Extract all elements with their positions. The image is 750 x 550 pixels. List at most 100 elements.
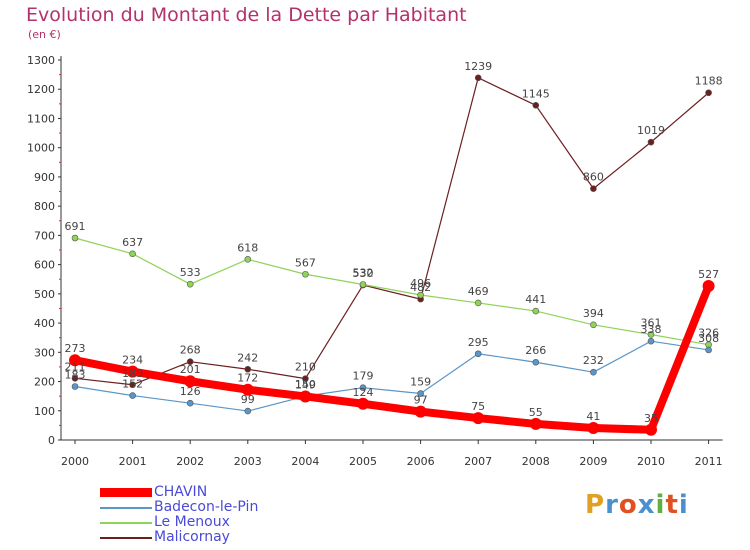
data-point (532, 307, 540, 315)
data-point (359, 281, 367, 288)
data-point (186, 358, 194, 365)
data-label: 124 (353, 386, 374, 399)
legend-swatch-chavin (100, 488, 152, 497)
data-point (417, 390, 424, 397)
data-point (529, 417, 542, 430)
data-point (71, 375, 79, 382)
y-tick-label: 1200 (27, 83, 55, 96)
data-label: 268 (180, 344, 201, 357)
data-point (359, 384, 367, 391)
data-label: 126 (180, 385, 201, 398)
data-point (417, 291, 424, 299)
data-point (474, 350, 482, 358)
data-label: 482 (410, 281, 431, 294)
data-label: 1145 (522, 87, 550, 100)
legend-swatch-menoux (100, 521, 152, 524)
data-label: 189 (122, 367, 143, 380)
y-tick-label: 200 (34, 376, 55, 389)
data-point (587, 422, 600, 435)
y-tick-label: 900 (34, 171, 55, 184)
proxiti-logo: Proxiti (585, 490, 689, 520)
data-point (357, 397, 369, 410)
data-label: 1019 (637, 124, 665, 137)
y-tick-label: 0 (48, 434, 55, 447)
x-tick-label: 2006 (407, 455, 435, 468)
chart-title: Evolution du Montant de la Dette par Hab… (26, 4, 467, 26)
data-label: 99 (241, 393, 255, 406)
data-point (590, 368, 597, 376)
y-tick-label: 1100 (27, 112, 55, 125)
data-point (129, 381, 136, 389)
data-point (472, 412, 485, 425)
data-point (590, 185, 597, 192)
data-point (244, 256, 252, 263)
data-point (241, 383, 254, 396)
x-tick-label: 2007 (464, 455, 492, 468)
x-tick-label: 2010 (637, 455, 665, 468)
data-label: 211 (65, 360, 86, 373)
data-point (414, 405, 427, 418)
data-label: 242 (237, 351, 258, 364)
legend-swatch-badecon (100, 506, 152, 509)
legend-label-chavin: CHAVIN (154, 484, 208, 500)
data-point (647, 331, 655, 338)
data-label: 295 (468, 336, 489, 349)
x-tick-label: 2008 (522, 455, 550, 468)
data-label: 527 (698, 268, 719, 281)
data-point (705, 89, 712, 97)
data-label: 637 (122, 236, 143, 249)
data-label: 266 (525, 344, 546, 357)
y-tick-label: 500 (34, 288, 55, 301)
x-tick-label: 2011 (695, 455, 723, 468)
y-tick-label: 400 (34, 317, 55, 330)
data-label: 860 (583, 171, 604, 184)
data-point (532, 102, 540, 109)
x-tick-label: 2002 (176, 455, 204, 468)
series-line-badecon-le-pin (74, 340, 710, 412)
data-point (647, 138, 655, 146)
data-label: 691 (65, 220, 86, 233)
data-label: 273 (65, 342, 86, 355)
y-tick-label: 700 (34, 229, 55, 242)
data-label: 183 (65, 369, 86, 382)
data-label: 496 (410, 277, 431, 290)
data-point (302, 375, 309, 382)
legend-item-menoux: Le Menoux (100, 515, 258, 530)
data-label: 55 (529, 406, 543, 419)
data-label: 149 (295, 378, 316, 391)
legend-label-badecon: Badecon-le-Pin (154, 499, 259, 515)
data-point (186, 280, 194, 288)
data-label: 210 (295, 361, 316, 374)
data-label: 152 (122, 378, 143, 391)
data-label: 97 (414, 394, 428, 407)
data-point (645, 423, 657, 436)
legend-label-malicornay: Malicornay (154, 529, 230, 545)
y-tick-label: 800 (34, 200, 55, 213)
data-point (474, 299, 482, 307)
data-label: 75 (471, 400, 485, 413)
data-label: 150 (295, 378, 316, 391)
x-tick-label: 2000 (61, 455, 89, 468)
legend-item-chavin: CHAVIN (100, 485, 258, 500)
data-point (705, 346, 712, 354)
data-label: 618 (237, 241, 258, 254)
y-tick-label: 1000 (27, 142, 55, 155)
data-point (69, 354, 81, 367)
data-point (532, 358, 540, 366)
data-label: 159 (410, 376, 431, 389)
data-label: 201 (180, 363, 201, 376)
data-point (244, 407, 252, 415)
data-point (71, 383, 79, 390)
data-label: 1188 (695, 75, 723, 88)
data-point (186, 399, 194, 407)
data-label: 441 (525, 293, 546, 306)
data-label: 172 (237, 372, 258, 385)
x-tick-label: 2001 (119, 455, 147, 468)
data-label: 35 (644, 412, 658, 425)
data-point (129, 250, 136, 258)
data-label: 1239 (464, 60, 492, 73)
data-point (590, 321, 597, 329)
data-point (126, 365, 139, 378)
series-line-le-menoux (74, 237, 710, 346)
